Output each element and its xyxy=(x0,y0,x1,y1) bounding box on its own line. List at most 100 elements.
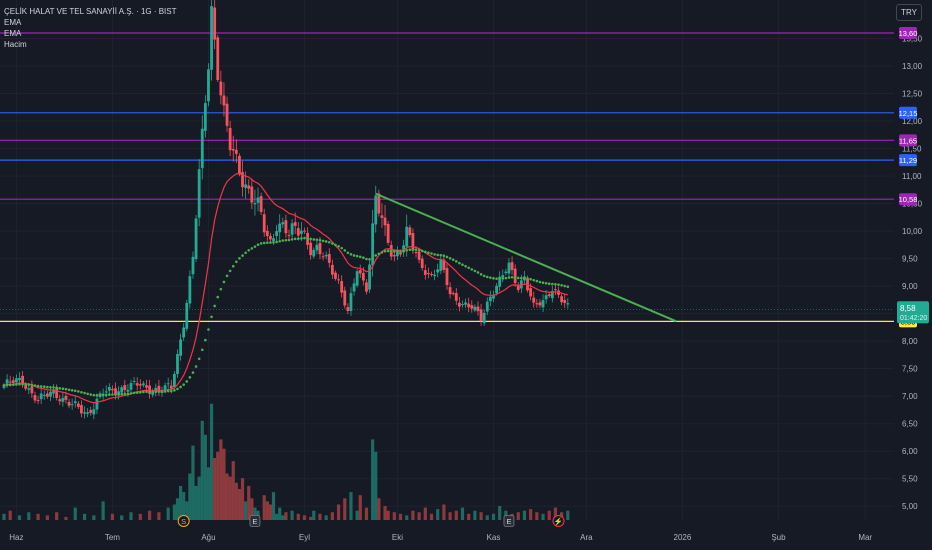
candle-body xyxy=(414,251,418,253)
ema-slow-dot xyxy=(442,254,446,258)
volume-bar xyxy=(516,512,520,520)
volume-bar xyxy=(479,512,483,520)
event-markers[interactable]: S E E ⚡ xyxy=(177,515,565,527)
candle-body xyxy=(120,387,124,393)
ema-slow-dot xyxy=(191,371,195,374)
volume-bar xyxy=(250,498,254,520)
event-marker-label: S xyxy=(181,517,186,526)
ema-slow-dot xyxy=(216,295,220,299)
volume-bar xyxy=(371,439,375,520)
ema-slow-dot xyxy=(278,239,282,243)
volume-bar xyxy=(377,498,381,520)
ema-slow-dot xyxy=(142,390,145,394)
ema-slow-dot xyxy=(207,328,210,331)
candle-body xyxy=(368,264,371,290)
symbol-title[interactable]: ÇELİK HALAT VE TEL SANAYİİ A.Ş. · 1G · B… xyxy=(4,7,177,16)
candle-body xyxy=(14,378,18,383)
trendline-group[interactable] xyxy=(375,192,677,323)
horizontal-levels[interactable] xyxy=(0,32,894,322)
x-tick-label: Şub xyxy=(771,533,786,542)
y-tick-label: 7,50 xyxy=(902,365,918,374)
ema-slow-dot xyxy=(396,250,399,253)
volume-bar xyxy=(454,510,458,520)
ema-slow-dot xyxy=(420,249,424,253)
ema-slow-dot xyxy=(163,390,167,393)
level-price-tag xyxy=(899,193,917,206)
candle-body xyxy=(219,81,223,96)
candle-body xyxy=(104,391,108,393)
volume-bar xyxy=(36,513,40,520)
candle-body xyxy=(123,385,127,391)
ema-slow-dot xyxy=(501,277,505,280)
indicator-ema-slow[interactable]: EMA xyxy=(4,29,22,38)
ema-slow-dot xyxy=(287,238,291,242)
candle-body xyxy=(299,230,303,234)
volume-bar xyxy=(73,507,77,520)
ema-slow-dot xyxy=(405,248,409,252)
ema-slow-dot xyxy=(284,238,288,242)
ema-slow-dot xyxy=(160,390,164,393)
candle-body xyxy=(303,230,306,232)
ema-slow-dot xyxy=(61,387,65,390)
candle-body xyxy=(89,410,93,413)
candle-body xyxy=(448,287,452,295)
candle-body xyxy=(114,388,117,395)
ema-slow-dot xyxy=(560,284,563,287)
ema-slow-dot xyxy=(516,276,520,280)
candle-body xyxy=(234,149,238,154)
price-axis-bg xyxy=(894,0,932,550)
candle-body xyxy=(262,214,266,233)
price-axis[interactable]: 5,005,506,006,507,007,508,008,509,009,50… xyxy=(894,0,932,550)
candle-body xyxy=(492,295,495,299)
ema-slow-dot xyxy=(231,264,235,268)
ema-slow-dot xyxy=(448,257,452,260)
ema-fast-line xyxy=(3,173,568,404)
candle-body xyxy=(64,395,68,400)
volume-bar xyxy=(547,510,551,520)
volume-bar xyxy=(355,510,359,520)
candle-body xyxy=(42,395,46,397)
y-tick-label: 12,00 xyxy=(902,117,923,126)
candle-body xyxy=(516,285,520,291)
candle-body xyxy=(457,302,461,307)
level-price-tag xyxy=(899,154,917,167)
ema-slow-dot xyxy=(464,264,467,268)
candle-body xyxy=(349,293,353,312)
volume-bars xyxy=(2,403,570,520)
volume-bar xyxy=(110,513,115,520)
ema-slow-dot xyxy=(200,348,204,352)
candle-body xyxy=(538,302,542,306)
x-tick-label: Haz xyxy=(9,533,23,542)
volume-bar xyxy=(17,515,22,520)
candle-body xyxy=(461,304,464,306)
candle-body xyxy=(399,252,402,255)
ema-slow-dot xyxy=(11,383,15,387)
candle-body xyxy=(182,327,186,338)
volume-bar xyxy=(265,501,269,520)
volume-bar xyxy=(460,507,465,520)
indicator-volume[interactable]: Hacim xyxy=(4,40,27,49)
candle-body xyxy=(554,289,557,291)
volume-bar xyxy=(343,498,347,520)
candle-body xyxy=(296,228,300,236)
volume-bar xyxy=(436,509,440,520)
currency-button[interactable]: TRY xyxy=(896,4,922,21)
indicator-ema-fast[interactable]: EMA xyxy=(4,18,22,27)
candle-body xyxy=(142,383,145,386)
candle-body xyxy=(386,223,390,243)
earnings-marker xyxy=(249,515,261,527)
ema-slow-dot xyxy=(547,282,551,286)
candle-body xyxy=(470,305,474,309)
candle-body xyxy=(563,300,567,303)
current-price-label: 8,58 xyxy=(900,304,916,313)
ema-slow-dot xyxy=(219,287,223,291)
candle-body xyxy=(126,389,130,392)
candle-body xyxy=(321,256,325,258)
time-axis[interactable]: Haz Tem Ağu Eyl Eki Kas Ara 2026 Şub Mar xyxy=(9,533,872,542)
ema-slow-dot xyxy=(293,237,297,241)
ema-slow-dot xyxy=(566,285,570,289)
candle-body xyxy=(197,169,201,218)
y-tick-label: 9,50 xyxy=(902,255,918,264)
ema-slow-dot xyxy=(154,390,158,394)
